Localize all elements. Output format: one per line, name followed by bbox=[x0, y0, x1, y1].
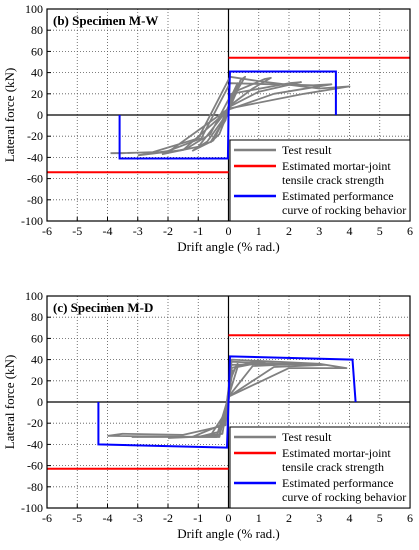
x-tick-label: 0 bbox=[226, 511, 232, 525]
x-tick-label: -5 bbox=[72, 511, 82, 525]
x-tick-label: 5 bbox=[377, 224, 383, 238]
y-tick-label: -80 bbox=[27, 193, 43, 207]
test-loop-line bbox=[198, 360, 266, 438]
y-tick-label: 0 bbox=[37, 395, 43, 409]
legend: Test result Estimated mortar-joint tensile… bbox=[229, 139, 411, 222]
y-tick-label: 60 bbox=[31, 331, 43, 345]
x-tick-label: -1 bbox=[193, 224, 203, 238]
y-tick-label: 100 bbox=[25, 2, 43, 16]
x-tick-label: -4 bbox=[103, 224, 113, 238]
x-tick-label: 6 bbox=[407, 224, 413, 238]
x-tick-label: 6 bbox=[407, 511, 413, 525]
test-loop-line bbox=[191, 77, 272, 152]
x-axis-title: Drift angle (% rad.) bbox=[177, 239, 280, 254]
test-loop-line bbox=[161, 81, 302, 156]
legend-box bbox=[229, 426, 411, 509]
x-tick-label: -3 bbox=[133, 511, 143, 525]
x-axis-title: Drift angle (% rad.) bbox=[177, 526, 280, 541]
x-tick-label: 3 bbox=[316, 511, 322, 525]
panel-label: (b) Specimen M-W bbox=[53, 13, 158, 28]
x-tick-label: 2 bbox=[286, 511, 292, 525]
legend: Test result Estimated mortar-joint tensile… bbox=[229, 426, 411, 509]
y-tick-label: 40 bbox=[31, 66, 43, 80]
test-loop-line bbox=[110, 75, 351, 155]
chart-panel-1: -6 -5 -4 -3 -2 -1 0 1 2 3 4 5 6 100 80 60 40 20 0 -20 -40 -60… bbox=[2, 289, 413, 541]
legend-label: Estimated mortar-joint tensile crack stre… bbox=[282, 159, 391, 187]
y-tick-label: -100 bbox=[21, 214, 43, 228]
legend-label: Test result bbox=[282, 430, 332, 444]
legend-label: Estimated performance curve of rocking be… bbox=[282, 476, 406, 504]
x-tick-label: -6 bbox=[42, 224, 52, 238]
y-tick-label: 40 bbox=[31, 353, 43, 367]
x-tick-label: 1 bbox=[256, 224, 262, 238]
y-tick-label: 60 bbox=[31, 44, 43, 58]
x-tick-label: -6 bbox=[42, 511, 52, 525]
y-axis-title: Lateral force (kN) bbox=[2, 355, 17, 450]
x-tick-label: -2 bbox=[163, 511, 173, 525]
y-tick-label: 0 bbox=[37, 108, 43, 122]
series-rocking-curve bbox=[97, 355, 357, 449]
x-tick-label: -1 bbox=[193, 511, 203, 525]
series-rocking-curve bbox=[118, 70, 337, 160]
legend-label: Estimated performance curve of rocking be… bbox=[282, 189, 406, 217]
legend-label: Test result bbox=[282, 143, 332, 157]
series-rocking-curve-line bbox=[97, 355, 357, 449]
y-tick-label: -20 bbox=[27, 416, 43, 430]
y-tick-label: -40 bbox=[27, 150, 43, 164]
x-tick-label: 0 bbox=[226, 224, 232, 238]
x-tick-label: -2 bbox=[163, 224, 173, 238]
series-crack-strength bbox=[47, 334, 410, 470]
x-tick-label: -4 bbox=[103, 511, 113, 525]
panel-label: (c) Specimen M-D bbox=[53, 300, 153, 315]
x-tick-label: 5 bbox=[377, 511, 383, 525]
test-loop-line bbox=[107, 358, 348, 438]
y-tick-label: 80 bbox=[31, 23, 43, 37]
test-loop-line bbox=[131, 360, 327, 438]
x-tick-label: 4 bbox=[347, 511, 353, 525]
x-tick-label: 4 bbox=[347, 224, 353, 238]
y-tick-label: -40 bbox=[27, 437, 43, 451]
y-tick-label: 100 bbox=[25, 289, 43, 303]
series-test-result bbox=[110, 75, 351, 157]
chart-panel-0: -6 -5 -4 -3 -2 -1 0 1 2 3 4 5 6 100 80 60 40 20 0 -20 -40 -60… bbox=[2, 2, 413, 254]
legend-label: Estimated mortar-joint tensile crack stre… bbox=[282, 446, 391, 474]
series-rocking-curve-line bbox=[118, 70, 337, 160]
x-tick-label: -5 bbox=[72, 224, 82, 238]
legend-box bbox=[229, 139, 411, 222]
x-tick-label: -3 bbox=[133, 224, 143, 238]
y-tick-label: 20 bbox=[31, 374, 43, 388]
y-tick-label: -60 bbox=[27, 172, 43, 186]
y-tick-label: -20 bbox=[27, 129, 43, 143]
y-tick-label: -100 bbox=[21, 501, 43, 515]
y-axis-title: Lateral force (kN) bbox=[2, 68, 17, 163]
y-tick-label: 20 bbox=[31, 87, 43, 101]
x-tick-label: 2 bbox=[286, 224, 292, 238]
test-loop-line bbox=[137, 82, 333, 157]
series-crack-strength bbox=[47, 56, 410, 174]
x-tick-label: 3 bbox=[316, 224, 322, 238]
y-tick-label: -80 bbox=[27, 480, 43, 494]
x-tick-label: 1 bbox=[256, 511, 262, 525]
y-tick-label: -60 bbox=[27, 459, 43, 473]
y-tick-label: 80 bbox=[31, 310, 43, 324]
